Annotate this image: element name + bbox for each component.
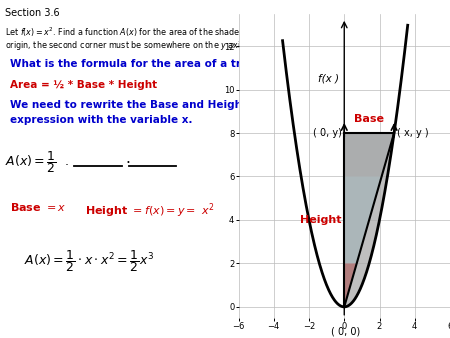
Polygon shape xyxy=(344,133,394,176)
Text: Height $= f(x) = y =\ x^2$: Height $= f(x) = y =\ x^2$ xyxy=(85,201,214,220)
Text: f(x ): f(x ) xyxy=(318,74,339,84)
Polygon shape xyxy=(344,176,382,263)
Text: Base: Base xyxy=(354,114,384,124)
Text: Area = ½ * Base * Height: Area = ½ * Base * Height xyxy=(10,80,157,90)
Text: What is the formula for the area of a triangle?: What is the formula for the area of a tr… xyxy=(10,59,283,69)
Text: $A(x) = \dfrac{1}{2} \cdot x \cdot x^2 = \dfrac{1}{2}x^3$: $A(x) = \dfrac{1}{2} \cdot x \cdot x^2 =… xyxy=(24,248,154,274)
Text: Height: Height xyxy=(300,215,342,225)
Text: Base $= x$: Base $= x$ xyxy=(10,201,66,213)
Text: ( 0, y): ( 0, y) xyxy=(313,128,342,138)
Polygon shape xyxy=(344,133,394,307)
Text: ( 0, 0): ( 0, 0) xyxy=(330,327,360,336)
Text: expression with the variable x.: expression with the variable x. xyxy=(10,115,192,125)
Text: origin, the second corner must be somewhere on the $y$ axis, and the third point: origin, the second corner must be somewh… xyxy=(5,39,450,52)
Text: .: . xyxy=(125,151,130,166)
Polygon shape xyxy=(344,263,357,307)
Text: $A(x) = \dfrac{1}{2}$  .: $A(x) = \dfrac{1}{2}$ . xyxy=(5,149,69,175)
Text: ( x, y ): ( x, y ) xyxy=(397,128,428,138)
Text: We need to rewrite the Base and Height as an: We need to rewrite the Base and Height a… xyxy=(10,100,282,110)
Polygon shape xyxy=(344,133,394,307)
Text: Let $f(x) = x^2$. Find a function $A(x)$ for the area of the shaded triangle whe: Let $f(x) = x^2$. Find a function $A(x)$… xyxy=(5,25,437,40)
Text: Section 3.6: Section 3.6 xyxy=(5,8,59,19)
